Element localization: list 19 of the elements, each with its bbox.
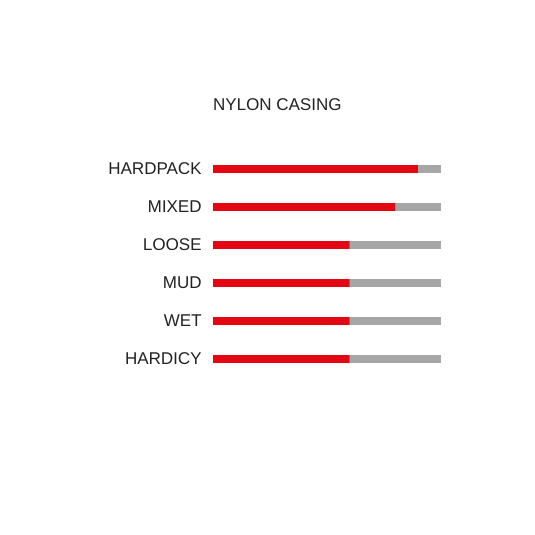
bar (213, 279, 350, 287)
bar (213, 317, 350, 325)
y-tick-label: HARDICY (124, 349, 202, 368)
bar (418, 165, 441, 173)
bar (213, 165, 418, 173)
bar (350, 279, 441, 287)
y-tick-label: LOOSE (142, 235, 202, 254)
bar (350, 355, 441, 363)
bar (213, 241, 350, 249)
y-tick-label: WET (164, 311, 202, 330)
y-tick-label: HARDPACK (108, 159, 202, 178)
bar (395, 203, 441, 211)
chart-title: NYLON CASING (213, 95, 342, 114)
y-tick-label: MIXED (148, 197, 202, 216)
y-tick-label: MUD (162, 273, 202, 292)
bar (350, 317, 441, 325)
bar (213, 203, 396, 211)
bar (350, 241, 441, 249)
bar (213, 355, 350, 363)
